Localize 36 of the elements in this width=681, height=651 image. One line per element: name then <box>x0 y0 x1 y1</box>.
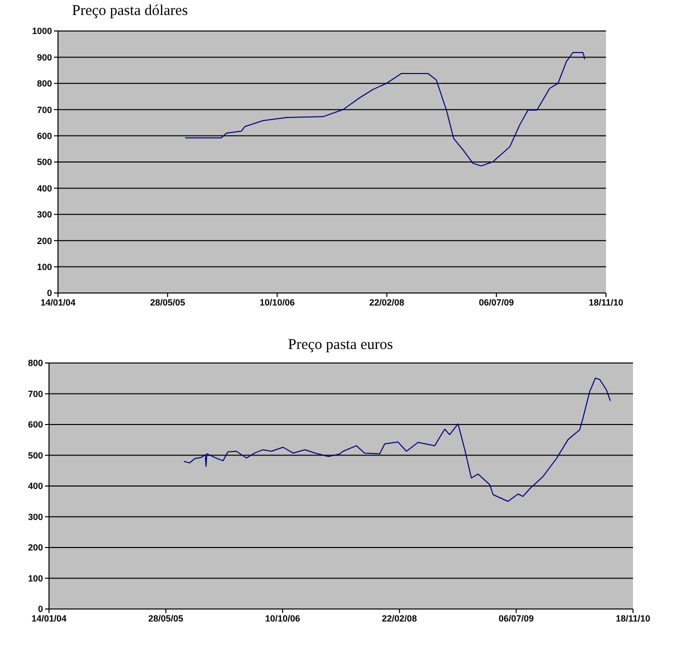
y-tick-label: 400 <box>28 481 43 492</box>
y-tick-label: 600 <box>28 420 43 430</box>
x-tick-label: 28/05/05 <box>150 297 186 308</box>
y-tick-label: 600 <box>36 130 52 141</box>
line-series <box>184 378 611 502</box>
y-tick-label: 900 <box>36 52 52 62</box>
y-tick-label: 700 <box>36 104 52 115</box>
y-tick-label: 800 <box>28 358 43 368</box>
x-tick-label: 06/07/09 <box>498 613 534 624</box>
y-tick-label: 700 <box>28 388 43 399</box>
line-series <box>184 52 586 166</box>
y-tick-label: 400 <box>36 183 52 194</box>
x-tick-label: 28/05/05 <box>148 613 184 624</box>
x-tick-label: 10/10/06 <box>260 297 295 308</box>
chart-title: Preço pasta dólares <box>71 2 189 21</box>
x-tick-label: 10/10/06 <box>265 613 300 624</box>
y-tick-label: 1000 <box>32 26 52 36</box>
x-tick-label: 14/01/04 <box>31 613 67 624</box>
chart-title: Preço pasta euros <box>287 336 394 355</box>
x-tick-label: 06/07/09 <box>478 297 514 308</box>
y-tick-label: 500 <box>28 450 43 460</box>
y-tick-label: 0 <box>38 604 43 614</box>
x-tick-label: 18/11/10 <box>588 297 624 308</box>
x-tick-label: 22/02/08 <box>382 613 417 624</box>
y-tick-label: 300 <box>36 210 52 220</box>
y-tick-label: 300 <box>28 512 43 522</box>
y-tick-label: 500 <box>36 157 52 168</box>
y-tick-label: 200 <box>28 542 43 553</box>
x-tick-label: 22/02/08 <box>369 297 404 308</box>
y-tick-label: 100 <box>28 573 43 584</box>
x-tick-label: 14/01/04 <box>40 297 76 308</box>
y-tick-label: 100 <box>36 262 52 272</box>
y-tick-label: 0 <box>46 288 52 298</box>
x-tick-label: 18/11/10 <box>616 613 650 624</box>
y-tick-label: 800 <box>36 78 52 89</box>
y-tick-label: 200 <box>36 236 52 246</box>
